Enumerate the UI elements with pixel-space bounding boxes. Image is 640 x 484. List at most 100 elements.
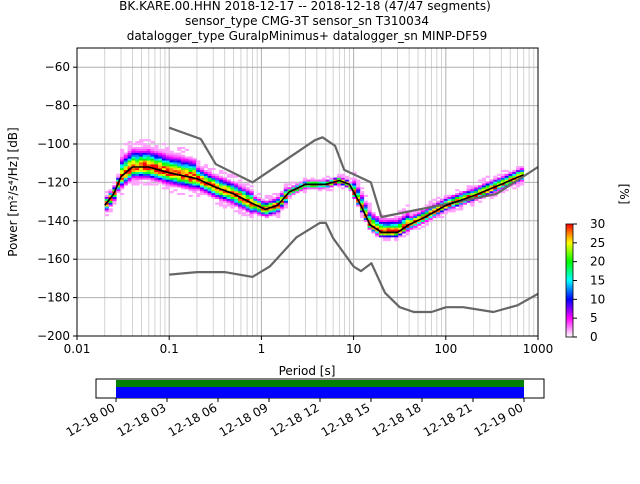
ppsd-cell xyxy=(291,185,296,188)
ppsd-cell xyxy=(169,152,174,155)
ppsd-cell xyxy=(180,175,186,178)
ppsd-cell xyxy=(390,221,395,224)
ppsd-cell xyxy=(161,181,167,184)
ppsd-cell xyxy=(165,168,170,171)
ppsd-cell xyxy=(226,196,231,199)
ppsd-cell xyxy=(394,217,399,221)
ppsd-cell xyxy=(131,146,136,149)
ppsd-cell xyxy=(104,206,109,209)
ppsd-cell xyxy=(478,191,483,194)
ppsd-cell xyxy=(211,183,216,186)
ppsd-cell xyxy=(485,183,490,186)
ppsd-cell xyxy=(428,217,433,221)
ppsd-cell xyxy=(192,181,197,184)
ppsd-cell xyxy=(127,150,132,153)
ppsd-cell xyxy=(222,206,228,209)
ppsd-cell xyxy=(108,210,113,213)
ppsd-cell xyxy=(215,189,220,192)
ppsd-cell xyxy=(135,173,140,176)
ppsd-cell xyxy=(386,229,391,232)
ppsd-cell xyxy=(519,181,525,184)
ppsd-cell xyxy=(299,189,304,192)
ppsd-cell xyxy=(458,191,464,194)
ppsd-cell xyxy=(108,200,113,203)
ppsd-cell xyxy=(150,158,155,161)
ppsd-cell xyxy=(108,202,113,205)
ppsd-cell xyxy=(180,179,186,182)
ppsd-cell xyxy=(112,185,117,188)
ppsd-cell xyxy=(169,156,174,159)
ppsd-cell xyxy=(443,208,448,211)
ppsd-cell xyxy=(306,179,311,182)
ppsd-cell xyxy=(466,200,471,203)
ppsd-cell xyxy=(386,225,391,228)
ppsd-cell xyxy=(340,179,346,182)
ppsd-cell xyxy=(219,169,224,173)
ppsd-cell xyxy=(268,196,273,199)
ppsd-cell xyxy=(276,216,281,219)
ppsd-cell xyxy=(150,183,155,186)
ppsd-cell xyxy=(264,212,269,215)
ppsd-cell xyxy=(512,187,517,190)
ppsd-cell xyxy=(260,214,266,217)
ppsd-cell xyxy=(127,164,132,167)
ppsd-cell xyxy=(439,216,445,219)
ppsd-cell xyxy=(249,196,254,199)
ppsd-cell xyxy=(272,200,277,203)
ppsd-cell xyxy=(211,168,216,171)
ppsd-cell xyxy=(188,166,193,169)
ppsd-cell xyxy=(165,169,170,173)
ppsd-cell xyxy=(158,181,163,184)
ppsd-cell xyxy=(116,177,121,180)
ppsd-cell xyxy=(371,219,376,222)
ppsd-cell xyxy=(478,189,483,192)
ppsd-cell xyxy=(508,185,513,188)
ppsd-cell xyxy=(257,214,262,217)
ppsd-cell xyxy=(222,171,228,174)
ppsd-cell xyxy=(249,198,254,201)
ppsd-cell xyxy=(401,219,407,222)
ppsd-cell xyxy=(112,200,117,203)
ppsd-cell xyxy=(234,183,239,186)
colorbar-tick-label: 0 xyxy=(590,330,598,344)
ppsd-cell xyxy=(169,154,174,157)
ppsd-cell xyxy=(226,183,231,186)
ppsd-cell xyxy=(150,173,155,176)
ppsd-cell xyxy=(165,152,170,155)
ppsd-cell xyxy=(108,191,113,194)
ppsd-cell xyxy=(180,181,186,184)
ppsd-cell xyxy=(123,158,129,161)
ppsd-cell xyxy=(295,191,300,194)
y-tick-label: −100 xyxy=(37,137,70,151)
ppsd-cell xyxy=(375,221,380,224)
ppsd-cell xyxy=(192,187,197,190)
ppsd-cell xyxy=(142,148,148,151)
ppsd-cell xyxy=(146,164,151,167)
ppsd-cell xyxy=(424,221,429,224)
colorbar-tick-label: 10 xyxy=(590,292,605,306)
ppsd-cell xyxy=(512,175,517,178)
ppsd-cell xyxy=(439,198,445,201)
ppsd-cell xyxy=(279,191,285,194)
ppsd-cell xyxy=(222,200,228,203)
ppsd-cell xyxy=(272,214,277,217)
ppsd-cell xyxy=(481,187,487,190)
ppsd-cell xyxy=(455,204,460,207)
ppsd-cell xyxy=(470,202,475,205)
ppsd-cell xyxy=(268,212,273,215)
ppsd-cell xyxy=(287,196,292,199)
ppsd-cell xyxy=(272,192,277,196)
ppsd-cell xyxy=(131,160,136,163)
ppsd-cell xyxy=(207,168,212,171)
ppsd-cell xyxy=(192,164,197,167)
ppsd-cell xyxy=(169,162,174,165)
ppsd-cell xyxy=(272,212,277,215)
ppsd-cell xyxy=(127,162,132,165)
ppsd-cell xyxy=(257,200,262,203)
colorbar-tick-label: 5 xyxy=(590,311,598,325)
ppsd-cell xyxy=(481,179,487,182)
ppsd-cell xyxy=(219,191,224,194)
ppsd-cell xyxy=(276,198,281,201)
ppsd-cell xyxy=(211,181,216,184)
ppsd-cell xyxy=(154,160,159,163)
